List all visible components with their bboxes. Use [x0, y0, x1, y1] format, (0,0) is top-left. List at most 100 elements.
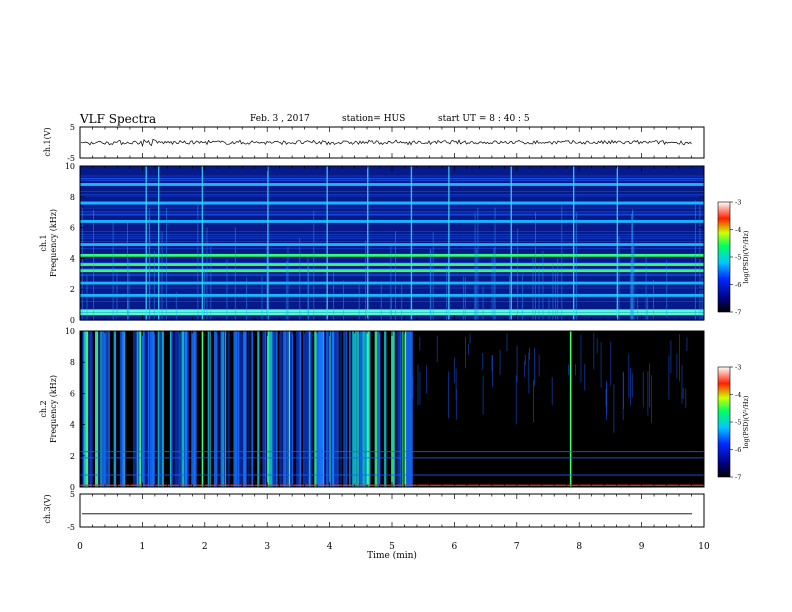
spectrogram-ch1-streak: [666, 260, 668, 320]
spectrogram-ch2-sparse-streak: [515, 375, 517, 425]
spectrogram-ch2-sparse-streak: [679, 334, 680, 382]
spectrogram-ch2-sparse-streak: [631, 372, 633, 398]
spectrogram-ch2-burst: [120, 331, 122, 487]
spectrogram-ch2-sparse-streak: [670, 340, 672, 373]
spectrogram-ch1-streak: [463, 276, 465, 320]
spectrogram-ch2-sparse-streak: [642, 371, 644, 408]
y-tick-label: 6: [70, 224, 75, 233]
spectrogram-ch1-band: [80, 309, 704, 313]
x-tick-label: 2: [202, 542, 208, 552]
x-tick-label: 8: [576, 542, 582, 552]
spectrogram-ch1-streak: [554, 272, 556, 320]
spectrogram-ch1-band: [80, 263, 704, 266]
spectrogram-ch1-streak: [390, 296, 392, 320]
spectrogram-ch2-sparse-streak: [436, 335, 438, 363]
header-station: station= HUS: [342, 114, 406, 124]
spectrogram-ch2-sparse-streak: [568, 364, 569, 376]
spectrogram-ch2-sparse-streak: [668, 355, 670, 400]
spectrogram-ch1-streak: [630, 260, 632, 320]
spectrogram-ch1-noise-row: [80, 212, 704, 214]
spectrogram-ch1-streak: [474, 212, 476, 320]
spectrogram-ch2-burst: [141, 331, 145, 487]
spectrogram-ch1-streak: [494, 207, 496, 320]
spectrogram-ch1-streak: [287, 246, 289, 320]
spectrogram-ch1-noise-row: [80, 236, 704, 238]
spectrogram-ch2-burst: [287, 331, 289, 487]
spectrogram-ch1-band: [80, 293, 704, 297]
spectrogram-ch1-streak: [538, 266, 540, 320]
spectrogram-ch1-noise-row: [80, 191, 704, 192]
spectrogram-ch1-noise-row: [80, 177, 704, 179]
colorbar-label: log(PSD)(V²/Hz): [742, 230, 750, 283]
spectrogram-ch2-column: [267, 331, 269, 487]
spectrogram-ch2-column: [404, 331, 407, 487]
colorbar-tick-label: -6: [735, 281, 741, 289]
spectrogram-ch2-sparse-streak: [685, 388, 687, 409]
spectrogram-ch1-noise-row: [80, 287, 704, 289]
spectrogram-ch1-noise-row: [80, 274, 704, 275]
spectrogram-ch1-streak: [86, 275, 88, 320]
x-tick-label: 10: [698, 542, 710, 552]
colorbar-tick-label: -7: [735, 309, 741, 317]
spectrogram-ch2-burst: [295, 331, 300, 487]
spectrogram-ch2-sparse-streak: [417, 364, 419, 406]
spectrogram-ch1-streak: [446, 264, 448, 320]
spectrogram-ch2-burst: [132, 331, 137, 487]
spectrogram-ch1-impulse: [158, 166, 160, 320]
spectrogram-ch2-column: [86, 331, 88, 487]
spectrogram-ch2-burst: [272, 331, 276, 487]
spectrogram-ch2-burst: [160, 331, 164, 487]
spectrogram-ch2-sparse-streak: [412, 376, 414, 399]
spectrogram-ch1-band: [80, 269, 704, 273]
spectrogram-ch1-streak: [153, 251, 155, 320]
spectrogram-ch2-burst: [219, 331, 222, 487]
spectrogram-ch2-burst: [156, 331, 159, 487]
spectrogram-ch2-burst: [408, 331, 411, 487]
spectrogram-ch2-burst: [308, 331, 311, 487]
spectrogram-ch2-column: [569, 331, 572, 487]
spectrogram-ch1-band: [80, 253, 704, 257]
spectrogram-ch1-impulse: [267, 166, 269, 320]
spectrogram-ch2-sparse-streak: [610, 341, 612, 387]
spectrogram-ch2-burst: [150, 331, 154, 487]
spectrogram-ch2-burst: [374, 331, 378, 487]
y-tick-label: 4: [70, 421, 75, 430]
spectrogram-ch2-burst: [349, 331, 351, 487]
ylabel-ch3-waveform: ch.3(V): [43, 494, 52, 523]
spectrogram-ch1-streak: [390, 244, 392, 320]
spectrogram-ch2-burst: [104, 331, 107, 487]
spectrogram-ch1-streak: [532, 257, 534, 320]
spectrogram-ch2-sparse-streak: [528, 352, 530, 394]
spectrogram-ch1-streak: [637, 296, 639, 320]
spectrogram-ch1-streak: [116, 272, 118, 320]
spectrogram-ch2-burst: [318, 331, 322, 487]
ylabel-ch1-waveform: ch.1(V): [43, 127, 52, 156]
spectrogram-ch1-noise-row: [80, 274, 704, 276]
spectrogram-ch2-burst: [191, 331, 196, 487]
spectrogram-ch2-sparse-streak: [524, 360, 526, 378]
spectrogram-ch1-streak: [548, 297, 550, 320]
spectrogram-ch2-burst: [114, 331, 116, 487]
spectrogram-ch2-burst: [352, 331, 356, 487]
spectrogram-ch1-streak: [552, 263, 554, 320]
spectrogram-ch2-burst: [314, 331, 318, 487]
spectrogram-ch2-sparse-streak: [506, 332, 508, 352]
spectrogram-ch1-streak: [653, 280, 654, 320]
spectrogram-ch1-noise-row: [80, 268, 704, 270]
y-tick-label: -5: [67, 154, 75, 163]
spectrogram-ch2-burst: [233, 331, 238, 487]
spectrogram-ch1-streak: [333, 271, 335, 320]
spectrogram-ch1-impulse: [145, 166, 147, 320]
spectrogram-ch1-band: [80, 312, 704, 316]
spectrogram-ch2-burst: [170, 331, 173, 487]
x-tick-label: 0: [77, 542, 83, 552]
spectrogram-ch2-burst: [152, 331, 155, 487]
spectrogram-ch2-sparse-streak: [686, 337, 688, 351]
spectrogram-ch1-impulse: [410, 166, 413, 320]
spectrogram-ch2-burst: [384, 331, 387, 487]
spectrogram-ch1-streak: [631, 213, 632, 320]
spectrogram-ch1-streak: [81, 208, 83, 320]
spectrogram-ch2-burst: [340, 331, 342, 487]
spectrogram-ch2-sparse-streak: [622, 372, 624, 421]
spectrogram-ch1-streak: [491, 257, 493, 320]
